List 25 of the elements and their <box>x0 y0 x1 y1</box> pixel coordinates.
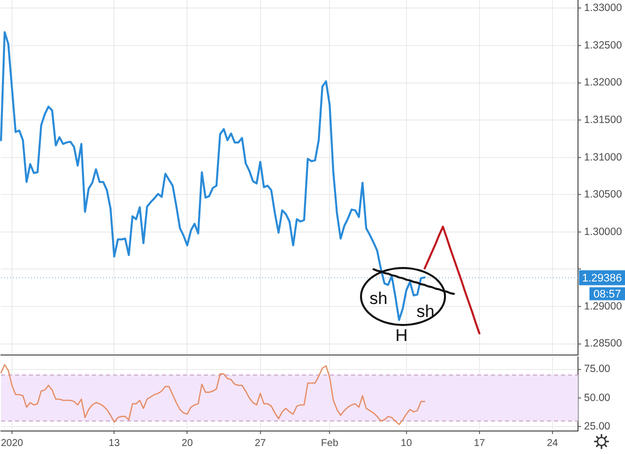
text: 08:57 <box>593 288 621 300</box>
y-tick-label: 1.29000 <box>584 300 622 312</box>
x-tick-label: 27 <box>254 438 266 449</box>
x-tick-label: 17 <box>474 438 486 449</box>
x-tick-label: Feb <box>321 438 339 449</box>
y-tick-label: 1.31500 <box>584 114 622 126</box>
y-tick-label: 1.31000 <box>584 151 622 164</box>
x-tick-label: 20 <box>182 438 194 449</box>
ref-line-label: 1.29386 <box>582 272 622 284</box>
x-tick-label: 13 <box>108 438 120 449</box>
y-tick-label: 75.00 <box>584 363 610 376</box>
y-tick-label: 25.00 <box>584 420 610 433</box>
x-tick-label: 10 <box>400 438 412 449</box>
y-tick-label: 1.28500 <box>584 338 622 350</box>
annotation: sh <box>370 289 388 308</box>
annotation: H <box>395 326 408 345</box>
y-tick-label: 1.30000 <box>584 226 622 238</box>
x-tick-label: 24 <box>546 438 558 449</box>
y-tick-label: 1.32000 <box>584 76 622 89</box>
y-tick-label: 50.00 <box>584 392 610 404</box>
y-tick-label: 1.33000 <box>584 2 622 14</box>
annotation: sh <box>416 302 434 321</box>
x-tick-label: 2020 <box>0 438 24 449</box>
y-tick-label: 1.32500 <box>584 39 622 52</box>
y-tick-label: 1.30500 <box>584 188 622 201</box>
